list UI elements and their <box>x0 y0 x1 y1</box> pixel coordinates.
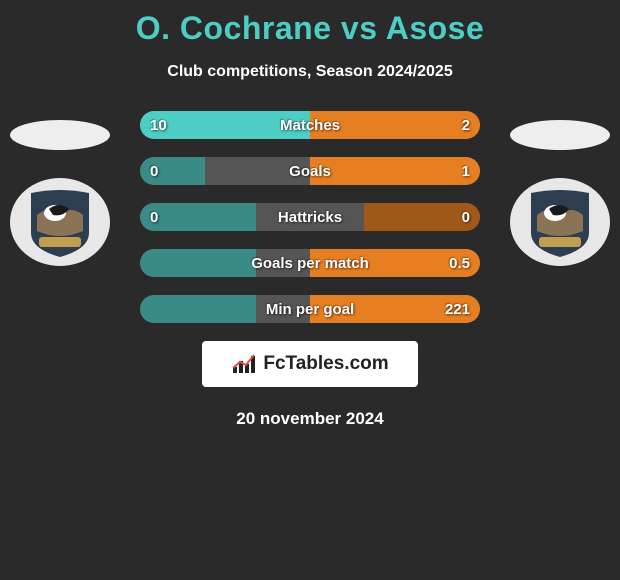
crest-left-icon <box>29 187 91 257</box>
stat-row-goals-per-match: 0.5 Goals per match <box>140 249 480 277</box>
player-right-badge <box>510 120 610 266</box>
player-left-badge <box>10 120 110 266</box>
crest-right-icon <box>529 187 591 257</box>
stat-row-min-per-goal: 221 Min per goal <box>140 295 480 323</box>
stat-label: Hattricks <box>278 209 342 226</box>
value-right: 2 <box>452 111 480 139</box>
name-plate-left <box>10 120 110 150</box>
stat-row-goals: 0 1 Goals <box>140 157 480 185</box>
crest-right-wrap <box>510 178 610 266</box>
value-left <box>140 295 160 323</box>
bar-chart-icon <box>231 353 257 375</box>
value-left: 0 <box>140 157 168 185</box>
page-title: O. Cochrane vs Asose <box>0 0 620 47</box>
name-plate-right <box>510 120 610 150</box>
comparison-bars: 10 2 Matches 0 1 Goals 0 0 Hattricks 0.5 Goals per… <box>140 111 480 323</box>
value-right: 221 <box>435 295 480 323</box>
stat-row-hattricks: 0 0 Hattricks <box>140 203 480 231</box>
value-right: 0 <box>452 203 480 231</box>
value-left: 10 <box>140 111 177 139</box>
date-label: 20 november 2024 <box>0 409 620 429</box>
source-logo: FcTables.com <box>202 341 418 387</box>
stat-label: Goals per match <box>251 255 369 272</box>
crest-left-wrap <box>10 178 110 266</box>
stat-row-matches: 10 2 Matches <box>140 111 480 139</box>
source-logo-text: FcTables.com <box>263 353 388 375</box>
value-right: 1 <box>452 157 480 185</box>
stat-label: Min per goal <box>266 301 354 318</box>
stat-label: Matches <box>280 117 340 134</box>
value-left: 0 <box>140 203 168 231</box>
subtitle: Club competitions, Season 2024/2025 <box>0 63 620 81</box>
value-right: 0.5 <box>439 249 480 277</box>
stat-label: Goals <box>289 163 331 180</box>
value-left <box>140 249 160 277</box>
